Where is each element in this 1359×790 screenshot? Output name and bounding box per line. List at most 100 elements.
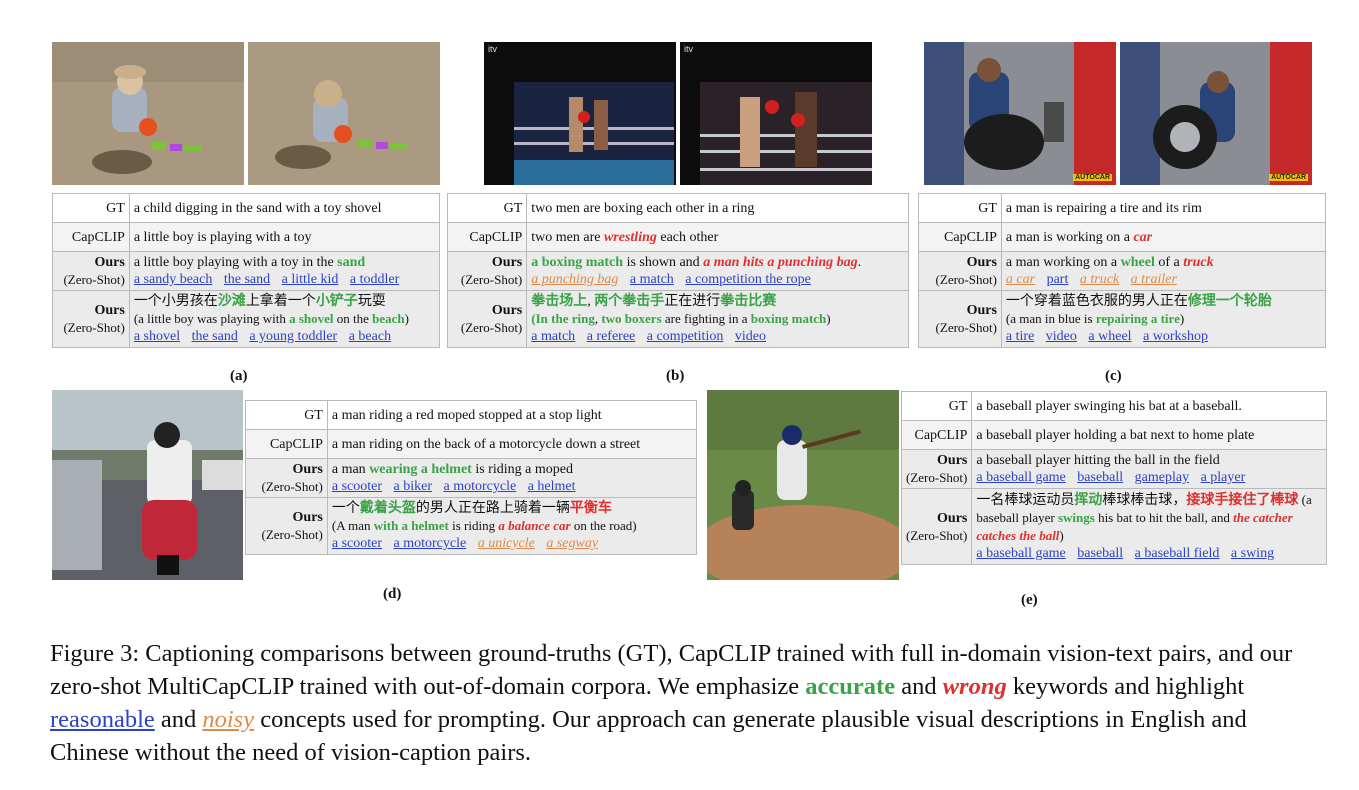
moped-rider-photo: [52, 390, 243, 580]
gt-label: GT: [900, 391, 973, 421]
keyword-link[interactable]: a scooter: [331, 479, 383, 494]
panel-b-images: itv itv: [484, 42, 872, 185]
keyword-link[interactable]: a segway: [546, 536, 599, 551]
ours-en-caption: a baseball player hitting the ball in th…: [971, 449, 1327, 489]
keyword-list: a scooter a motorcycle a unicycle a segw…: [332, 536, 606, 551]
ours-label: Ours (Zero-Shot): [446, 290, 528, 348]
capclip-label: CapCLIP: [900, 420, 973, 450]
keyword-link[interactable]: baseball: [1077, 470, 1124, 485]
ours-label: Ours (Zero-Shot): [918, 290, 1002, 348]
tire-repair-photo-2: AUTOCAR: [1120, 42, 1312, 185]
keyword-link[interactable]: a car: [1005, 272, 1036, 287]
gt-label: GT: [446, 193, 528, 223]
capclip-label: CapCLIP: [245, 429, 328, 459]
keyword-link[interactable]: a scooter: [331, 536, 383, 551]
panel-c-images: AUTOCAR AUTOCAR: [924, 42, 1312, 185]
keyword-list: a car part a truck a trailer: [1006, 272, 1185, 287]
keyword-link[interactable]: a competition: [646, 329, 724, 344]
keyword-link[interactable]: a punching bag: [531, 272, 619, 287]
keyword-list: a shovel the sand a young toddler a beac…: [134, 329, 399, 344]
baseball-photo: [707, 390, 899, 580]
translation: (a man in blue is repairing a tire): [1005, 311, 1185, 326]
ours-label: Ours (Zero-Shot): [52, 251, 130, 291]
keyword-link[interactable]: a shovel: [133, 329, 181, 344]
keyword-link[interactable]: the sand: [223, 272, 271, 287]
ours-label: Ours (Zero-Shot): [446, 251, 528, 291]
keyword-link[interactable]: a sandy beach: [133, 272, 213, 287]
panel-d-table: GT a man riding a red moped stopped at a…: [245, 400, 698, 555]
panel-e-table: GT a baseball player swinging his bat at…: [900, 391, 1327, 565]
panel-a-table: GT a child digging in the sand with a to…: [52, 193, 441, 348]
figure-caption: Figure 3: Captioning comparisons between…: [50, 640, 1293, 766]
keyword-link[interactable]: a tire: [1005, 329, 1035, 344]
gt-caption: two men are boxing each other in a ring: [526, 193, 909, 223]
ours-zh-caption: 拳击场上, 两个拳击手正在进行拳击比赛 (In the ring, two bo…: [526, 290, 909, 348]
capclip-caption: a man is working on a car: [1000, 222, 1327, 252]
ours-en-caption: a boxing match is shown and a man hits a…: [526, 251, 909, 291]
boxing-photo-1: itv: [484, 42, 676, 185]
keyword-link[interactable]: a little kid: [281, 272, 339, 287]
keyword-list: a tire video a wheel a workshop: [1006, 329, 1216, 344]
panel-c-label: (c): [1105, 368, 1122, 384]
beach-child-photo-1: [52, 42, 244, 185]
capclip-caption: two men are wrestling each other: [526, 222, 909, 252]
keyword-link[interactable]: a wheel: [1088, 329, 1132, 344]
keyword-link[interactable]: a motorcycle: [443, 479, 517, 494]
ours-zh-caption: 一名棒球运动员挥动棒球棒击球，接球手接住了棒球 (a baseball play…: [971, 488, 1327, 565]
keyword-list: a scooter a biker a motorcycle a helmet: [332, 479, 584, 494]
ours-zh-caption: 一个穿着蓝色衣服的男人正在修理一个轮胎 (a man in blue is re…: [1000, 290, 1327, 348]
capclip-label: CapCLIP: [52, 222, 130, 252]
keyword-link[interactable]: a competition the rope: [685, 272, 811, 287]
keyword-link[interactable]: a match: [629, 272, 674, 287]
ours-label: Ours (Zero-Shot): [245, 497, 328, 555]
keyword-link[interactable]: a baseball game: [976, 470, 1066, 485]
tire-repair-photo-1: AUTOCAR: [924, 42, 1116, 185]
keyword-link[interactable]: a match: [531, 329, 576, 344]
gt-label: GT: [918, 193, 1002, 223]
keyword-link[interactable]: a toddler: [349, 272, 400, 287]
keyword-link[interactable]: baseball: [1077, 546, 1124, 561]
keyword-link[interactable]: a young toddler: [249, 329, 338, 344]
ours-en-caption: a man working on a wheel of a truck a ca…: [1000, 251, 1327, 291]
capclip-caption: a little boy is playing with a toy: [128, 222, 441, 252]
beach-child-photo-2: [248, 42, 440, 185]
keyword-link[interactable]: a workshop: [1143, 329, 1208, 344]
keyword-link[interactable]: gameplay: [1134, 470, 1190, 485]
capclip-label: CapCLIP: [918, 222, 1002, 252]
panel-d-label: (d): [383, 586, 402, 602]
keyword-link[interactable]: a beach: [348, 329, 392, 344]
capclip-caption: a baseball player holding a bat next to …: [971, 420, 1327, 450]
panel-c-table: GT a man is repairing a tire and its rim…: [918, 193, 1327, 348]
ours-label: Ours (Zero-Shot): [900, 449, 973, 489]
ours-label: Ours (Zero-Shot): [245, 458, 328, 498]
keyword-link[interactable]: a unicycle: [477, 536, 535, 551]
keyword-link[interactable]: a trailer: [1130, 272, 1177, 287]
gt-label: GT: [245, 400, 328, 430]
translation: (In the ring, two boxers are fighting in…: [531, 311, 831, 326]
keyword-link[interactable]: a helmet: [527, 479, 576, 494]
translation: (a little boy was playing with a shovel …: [133, 311, 409, 326]
gt-caption: a man riding a red moped stopped at a st…: [326, 400, 698, 430]
keyword-link[interactable]: a baseball field: [1134, 546, 1220, 561]
panel-e-label: (e): [1021, 592, 1038, 608]
keyword-link[interactable]: a swing: [1230, 546, 1275, 561]
gt-caption: a man is repairing a tire and its rim: [1000, 193, 1327, 223]
keyword-link[interactable]: a truck: [1079, 272, 1120, 287]
ours-zh-caption: 一个小男孩在沙滩上拿着一个小铲子玩耍 (a little boy was pla…: [128, 290, 441, 348]
capclip-label: CapCLIP: [446, 222, 528, 252]
keyword-list: a match a referee a competition video: [531, 329, 774, 344]
keyword-list: a baseball game baseball gameplay a play…: [976, 470, 1253, 485]
keyword-link[interactable]: a referee: [586, 329, 636, 344]
ours-label: Ours (Zero-Shot): [900, 488, 973, 565]
keyword-list: a punching bag a match a competition the…: [531, 272, 819, 287]
keyword-link[interactable]: a motorcycle: [393, 536, 467, 551]
keyword-link[interactable]: a player: [1200, 470, 1246, 485]
keyword-link[interactable]: part: [1046, 272, 1069, 287]
itv-logo: itv: [488, 44, 497, 54]
keyword-link[interactable]: video: [734, 329, 766, 344]
keyword-link[interactable]: a baseball game: [976, 546, 1066, 561]
keyword-link[interactable]: video: [1045, 329, 1077, 344]
keyword-link[interactable]: the sand: [191, 329, 238, 344]
keyword-link[interactable]: a biker: [393, 479, 432, 494]
ours-label: Ours (Zero-Shot): [52, 290, 130, 348]
